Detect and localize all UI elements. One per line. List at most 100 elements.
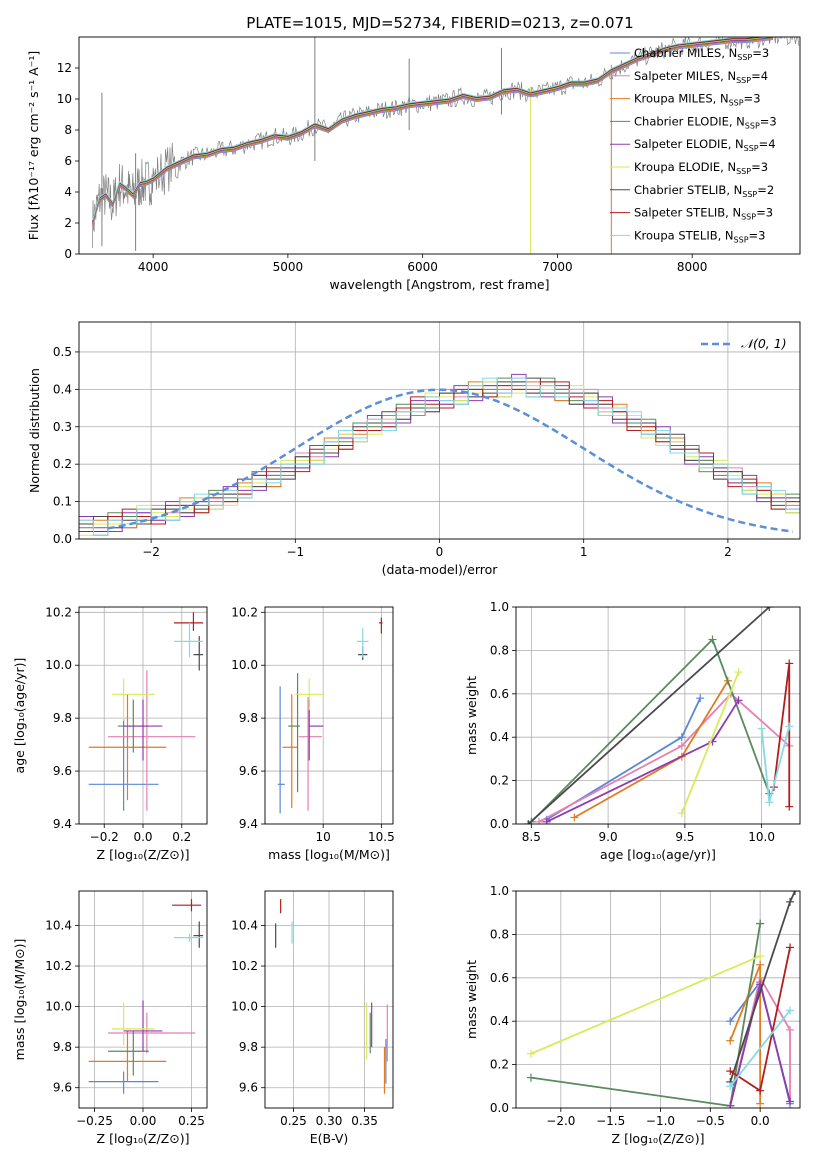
x-tick-label: 8.5 — [522, 830, 541, 844]
weight-line — [680, 671, 740, 814]
legend-subscript: SSP — [742, 190, 757, 199]
x-tick-label: −0.2 — [90, 830, 119, 844]
y-tick-label: 10.4 — [231, 918, 258, 932]
y-tick-label: 10.2 — [231, 605, 258, 619]
x-tick-label: 6000 — [407, 260, 438, 274]
y-tick-label: 0.3 — [53, 420, 72, 434]
legend-entry: Salpeter STELIB, NSSP=3 — [634, 206, 773, 222]
plot-area — [516, 891, 800, 1108]
y-axis-label: mass [log₁₀(M/M⊙)] — [12, 939, 27, 1061]
x-axis-label: wavelength [Angstrom, rest frame] — [329, 277, 549, 292]
plot-area — [91, 37, 800, 254]
y-axis-label: age [log₁₀(age/yr)] — [12, 658, 27, 774]
y-tick-label: 9.4 — [53, 817, 72, 831]
errorbar-point — [288, 673, 300, 793]
normal-curve — [107, 388, 793, 533]
plot-area — [265, 607, 393, 824]
x-tick-label: 0.0 — [751, 1114, 770, 1128]
y-tick-label: 9.6 — [239, 1081, 258, 1095]
legend-label: Kroupa MILES — [634, 92, 713, 106]
y-tick-label: 9.6 — [53, 764, 72, 778]
y-tick-label: 0.6 — [490, 687, 509, 701]
x-axis-label: Z [log₁₀(Z/Z⊙)] — [97, 1131, 190, 1146]
axes-frame — [78, 36, 801, 255]
x-tick-label: 4000 — [138, 260, 169, 274]
data-spectrum — [92, 37, 800, 248]
weight-line — [530, 637, 771, 823]
y-tick-label: 9.4 — [239, 817, 258, 831]
legend: Chabrier MILES, NSSP=3 Salpeter MILES, NS… — [610, 46, 777, 244]
y-tick-label: 10.4 — [45, 918, 72, 932]
errorbar-point — [308, 699, 324, 761]
errorbar-point — [88, 1071, 159, 1094]
x-tick-label: 0.0 — [133, 830, 152, 844]
errorbar-point — [111, 678, 155, 721]
y-tick-label: 9.8 — [239, 711, 258, 725]
y-tick-label: 12 — [57, 61, 72, 75]
x-axis-label: mass [log₁₀(M/M⊙)] — [268, 847, 390, 862]
legend-count: 3 — [762, 46, 769, 60]
x-tick-label: 0.2 — [172, 830, 191, 844]
legend-label: Chabrier ELODIE — [634, 114, 729, 128]
weight-line — [530, 923, 762, 1107]
y-tick-label: 10.0 — [45, 658, 72, 672]
x-tick-label: 0 — [436, 545, 444, 559]
x-tick-label: 0.35 — [351, 1114, 378, 1128]
panel-weight_vs_age: 8.5 9.0 9.5 10.0 0.0 0.2 0.4 0.6 0.8 1.0 age [log₁… — [464, 600, 801, 862]
panel-age_vs_mass: 10 10.5 9.4 9.6 9.8 10.0 10.2 mass [log₁₀(M/M⊙)… — [231, 605, 394, 862]
x-axis-label: age [log₁₀(age/yr)] — [600, 847, 716, 862]
legend-subscript: SSP — [744, 144, 759, 153]
y-tick-label: 10 — [57, 92, 72, 106]
legend-label: Kroupa STELIB — [634, 228, 718, 242]
x-tick-label: −1.5 — [596, 1114, 625, 1128]
y-tick-label: 10.2 — [45, 959, 72, 973]
y-tick-label: 9.8 — [53, 1040, 72, 1054]
x-tick-label: −0.25 — [76, 1114, 113, 1128]
axes-frame — [264, 890, 394, 1109]
legend-count: 2 — [767, 183, 774, 197]
legend-count: 4 — [768, 137, 775, 151]
x-tick-label: 0.25 — [178, 1114, 205, 1128]
x-tick-label: 10 — [316, 830, 331, 844]
errorbar-point — [379, 617, 383, 634]
x-tick-label: −2 — [142, 545, 160, 559]
y-axis-label: Flux [fλ10⁻¹⁷ erg cm⁻² s⁻¹ A⁻¹] — [26, 51, 41, 240]
errorbar-point — [108, 1012, 196, 1054]
x-tick-label: 0.25 — [280, 1114, 307, 1128]
x-tick-label: 5000 — [273, 260, 304, 274]
legend-entry: Kroupa ELODIE, NSSP=3 — [634, 160, 768, 176]
legend-count: 3 — [753, 92, 760, 106]
y-tick-label: 10.2 — [45, 605, 72, 619]
y-tick-label: 0.4 — [490, 1014, 509, 1028]
legend-count: 3 — [766, 206, 773, 220]
errorbar-point — [108, 1030, 149, 1076]
x-tick-label: −2.0 — [546, 1114, 575, 1128]
histogram-step — [79, 381, 800, 533]
panel-age_vs_Z: −0.2 0.0 0.2 9.4 9.6 9.8 10.0 10.2 Z [log₁₀(Z/Z⊙… — [12, 605, 208, 862]
axes-frame — [78, 890, 208, 1109]
y-tick-label: 2 — [64, 216, 72, 230]
y-tick-label: 0.4 — [490, 730, 509, 744]
plot-area — [265, 891, 393, 1108]
y-tick-label: 0.8 — [490, 927, 509, 941]
legend-entry: Salpeter ELODIE, NSSP=4 — [634, 137, 776, 153]
histogram-step — [79, 377, 800, 529]
y-tick-label: 9.8 — [53, 711, 72, 725]
y-tick-label: 9.6 — [239, 764, 258, 778]
axes-frame — [264, 606, 394, 825]
y-tick-label: 0.5 — [53, 345, 72, 359]
y-tick-label: 0.2 — [490, 1058, 509, 1072]
axes-frame — [78, 606, 208, 825]
legend-count: 3 — [769, 114, 776, 128]
errorbar-point — [356, 628, 369, 658]
axes-frame — [515, 606, 801, 825]
y-tick-label: 9.8 — [239, 1040, 258, 1054]
weight-line — [729, 1009, 791, 1087]
errorbar-point — [174, 622, 204, 658]
histogram-step — [79, 381, 800, 536]
y-tick-label: 0.8 — [490, 643, 509, 657]
x-tick-label: 10.0 — [748, 830, 775, 844]
y-tick-label: 0.2 — [53, 457, 72, 471]
panel-mass_vs_Z: −0.25 0.00 0.25 9.6 9.8 10.0 10.2 10.4 Z [log₁₀(… — [12, 890, 208, 1146]
x-tick-label: 1 — [580, 545, 588, 559]
